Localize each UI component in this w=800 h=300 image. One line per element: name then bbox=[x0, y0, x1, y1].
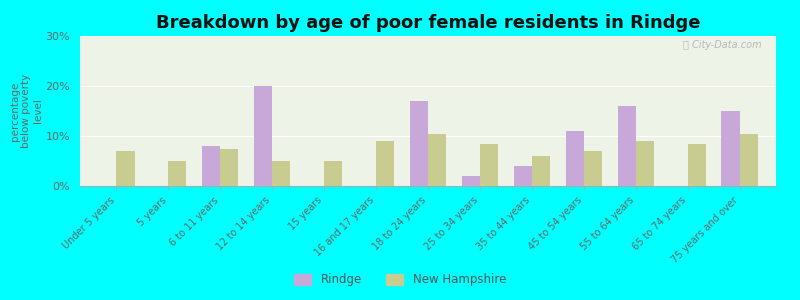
Bar bbox=[514, 166, 532, 186]
Bar bbox=[462, 176, 480, 186]
Bar bbox=[688, 143, 706, 186]
Bar bbox=[376, 141, 394, 186]
Bar bbox=[428, 134, 446, 186]
Bar bbox=[202, 146, 220, 186]
Legend: Rindge, New Hampshire: Rindge, New Hampshire bbox=[289, 269, 511, 291]
Bar bbox=[584, 151, 602, 186]
Text: ⓘ City-Data.com: ⓘ City-Data.com bbox=[683, 40, 762, 50]
Title: Breakdown by age of poor female residents in Rindge: Breakdown by age of poor female resident… bbox=[156, 14, 700, 32]
Bar bbox=[618, 106, 636, 186]
Bar bbox=[116, 151, 134, 186]
Bar bbox=[532, 156, 550, 186]
Bar bbox=[410, 101, 428, 186]
Bar bbox=[168, 161, 186, 186]
Bar bbox=[272, 161, 290, 186]
Bar bbox=[220, 148, 238, 186]
Bar bbox=[722, 111, 740, 186]
Y-axis label: percentage
below poverty
level: percentage below poverty level bbox=[10, 74, 42, 148]
Bar bbox=[480, 143, 498, 186]
Bar bbox=[324, 161, 342, 186]
Bar bbox=[740, 134, 758, 186]
Bar bbox=[254, 86, 272, 186]
Bar bbox=[566, 131, 584, 186]
Bar bbox=[636, 141, 654, 186]
